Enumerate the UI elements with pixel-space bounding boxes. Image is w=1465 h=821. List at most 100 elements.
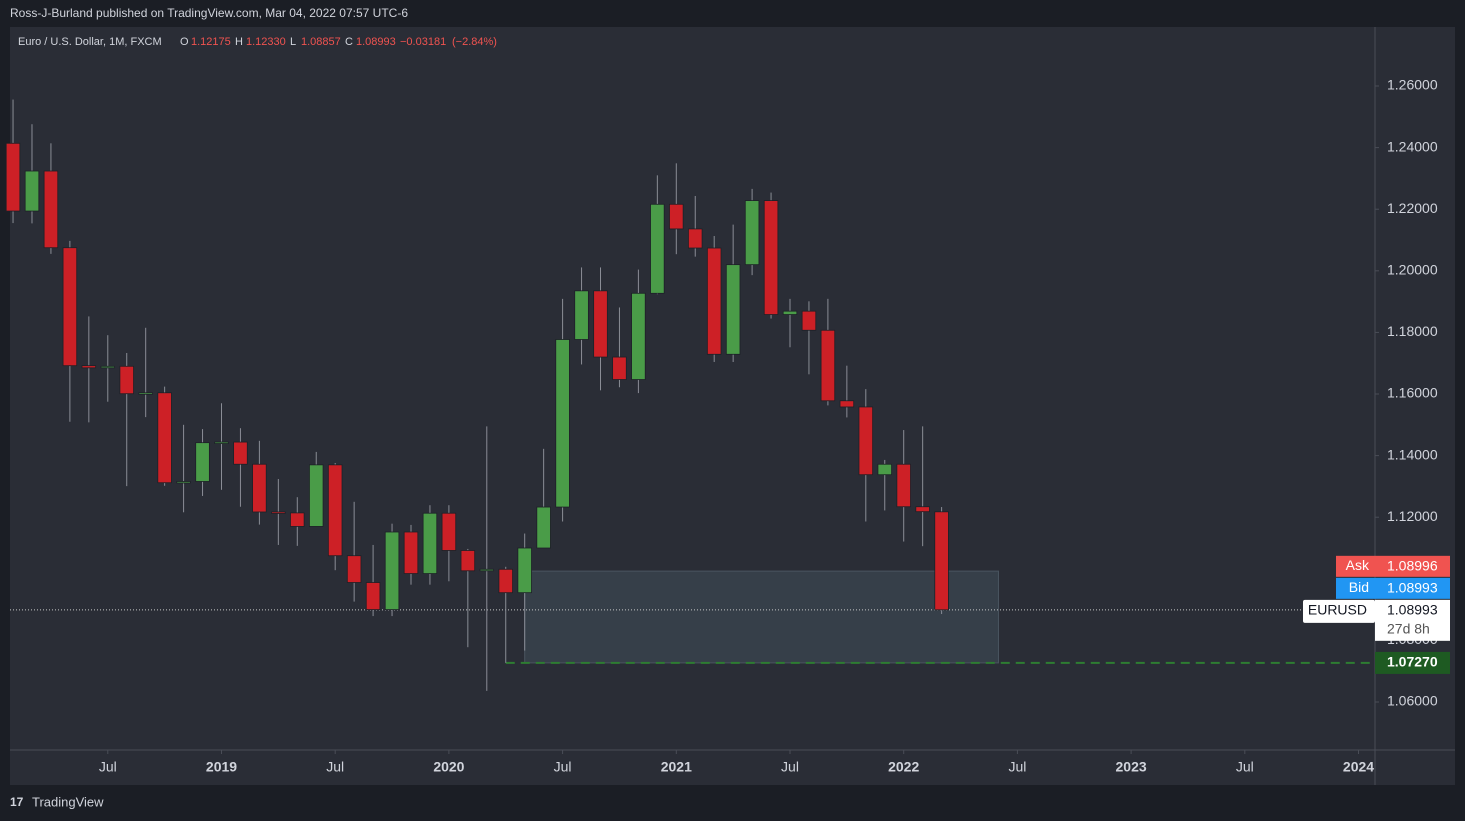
candle-body [725,264,741,355]
legend-text: 1.08993 [356,36,396,48]
y-tick-label: 1.14000 [1387,446,1438,462]
brand: 17 TradingView [10,794,104,809]
candle-body [100,365,116,369]
candle-body [309,464,324,527]
ask-value-bg [1375,555,1450,577]
support-value-bg [1375,651,1450,674]
legend-text: (−2.84%) [452,36,497,48]
candle [801,301,817,375]
candle-body [669,203,684,230]
candle-body [176,481,191,484]
candle-body [271,511,286,514]
y-tick-label: 1.22000 [1387,200,1438,216]
legend-text: 1.12330 [246,36,286,48]
candle-body [877,463,892,476]
candle [119,353,134,487]
candle-body [384,531,400,611]
legend-text: 1.12175 [191,36,231,48]
candle-body [915,506,930,513]
candle-body [62,247,78,367]
candle [365,544,381,617]
legend-text: −0.03181 [400,36,446,48]
candle-body [43,170,59,249]
candle [214,403,229,490]
candle [839,365,855,418]
candle-body [555,339,570,508]
candle-body [763,200,779,315]
legend-text: H [235,36,243,48]
x-tick-label: Jul [1008,759,1026,775]
x-tick-label: Jul [554,759,572,775]
candle-body [346,555,362,583]
x-tick-label: Jul [781,759,799,775]
candle-body [119,365,134,395]
legend-text: Euro / U.S. Dollar, 1M, FXCM [18,36,162,48]
candle-body [631,292,646,380]
y-tick-label: 1.24000 [1387,138,1438,154]
candle [934,507,949,615]
last-name: EURUSD [1308,602,1367,618]
candle-body [195,442,210,482]
candle-body [839,400,855,408]
candle [81,316,97,423]
candle [498,566,513,663]
x-tick-label: 2020 [433,759,464,775]
candle [176,424,191,513]
candle-body [744,200,760,266]
ask-name-bg [1336,555,1375,577]
candle-body [934,511,949,611]
bid-name: Bid [1349,579,1369,595]
x-tick-label: Jul [326,759,344,775]
candle [460,548,476,648]
candle [290,497,305,546]
candle [612,307,627,388]
legend-text: O [180,36,189,48]
bid-value: 1.08993 [1387,580,1438,596]
candle-body [536,506,551,549]
ask-value: 1.08996 [1387,558,1438,574]
candle [744,188,760,276]
bid-name-bg [1336,577,1375,599]
candle-body [327,464,343,557]
candle [650,175,665,295]
candle [157,386,172,486]
candle [479,426,495,691]
candle [327,463,343,571]
candle-body [688,228,703,249]
last-value: 1.08993 [1387,602,1438,618]
candle [24,124,40,224]
candle [915,426,930,547]
zone [524,570,999,664]
y-tick-label: 1.18000 [1387,323,1438,339]
candle-body [782,310,798,315]
candle [271,479,286,545]
candle [688,195,703,257]
last-value-bg [1375,599,1450,641]
candle [422,505,438,585]
candle-body [498,568,513,594]
y-tick-label: 1.12000 [1387,508,1438,524]
candle [896,430,911,542]
candle-body [593,290,608,358]
x-tick-label: 2021 [661,759,692,775]
candle-body [214,441,229,444]
candle [384,523,400,617]
candle-body [896,463,911,508]
candle [725,224,741,362]
y-tick-label: 1.16000 [1387,385,1438,401]
candle [5,99,21,224]
candle-body [650,203,665,294]
candle-body [365,582,381,611]
y-tick-label: 1.06000 [1387,693,1438,709]
candle [593,267,608,391]
candle [820,298,836,406]
countdown: 27d 8h [1387,621,1430,637]
candle [877,459,892,511]
candle-body [403,531,419,574]
brand-name: TradingView [32,794,104,809]
x-tick-label: Jul [99,759,117,775]
y-tick-label: 1.20000 [1387,262,1438,278]
x-tick-label: 2023 [1116,759,1147,775]
